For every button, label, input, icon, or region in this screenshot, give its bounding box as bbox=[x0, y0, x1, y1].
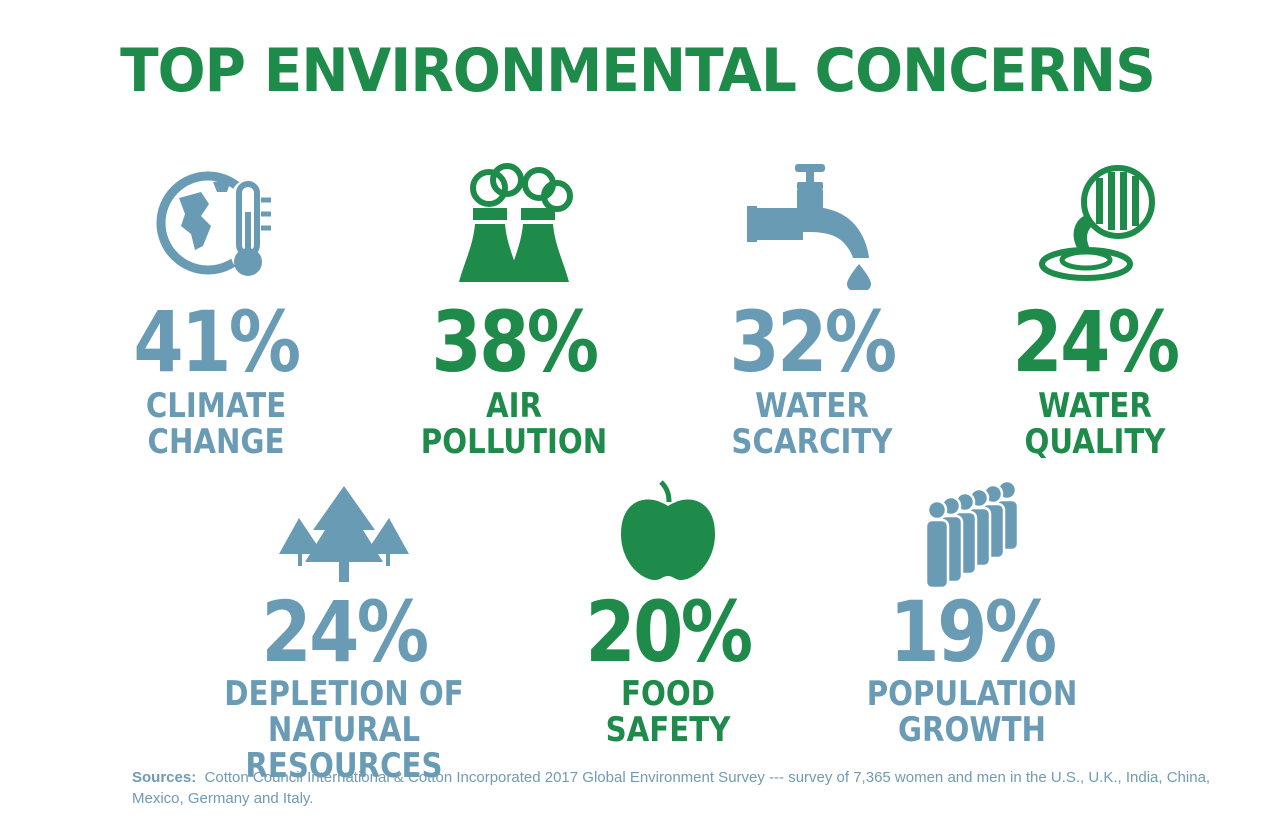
stat-label: CLIMATE CHANGE bbox=[145, 386, 287, 462]
stat-food-safety: 20% FOOD SAFETY bbox=[488, 478, 848, 748]
stat-label: POPULATION GROWTH bbox=[866, 674, 1078, 750]
sources-note: Sources: Cotton Council International & … bbox=[132, 767, 1232, 809]
stat-population-growth: 19% POPULATION GROWTH bbox=[792, 478, 1152, 748]
stat-label: DEPLETION OF NATURAL RESOURCES bbox=[224, 674, 464, 786]
stat-percent: 41% bbox=[133, 293, 301, 391]
page-title: TOP ENVIRONMENTAL CONCERNS bbox=[120, 36, 1156, 106]
trees-icon bbox=[279, 478, 409, 608]
stat-percent: 24% bbox=[261, 583, 429, 681]
faucet-drop-icon bbox=[747, 160, 877, 290]
stat-percent: 24% bbox=[1012, 293, 1180, 391]
stat-climate-change: 41% CLIMATE CHANGE bbox=[36, 160, 396, 460]
stat-label: WATER SCARCITY bbox=[731, 386, 893, 462]
stat-water-quality: 24% WATER QUALITY bbox=[915, 160, 1275, 460]
stat-air-pollution: 38% AIR POLLUTION bbox=[334, 160, 694, 460]
globe-thermometer-icon bbox=[151, 160, 281, 290]
stat-label: FOOD SAFETY bbox=[605, 674, 731, 750]
stat-label: AIR POLLUTION bbox=[420, 386, 608, 462]
stat-percent: 32% bbox=[729, 293, 897, 391]
stat-water-scarcity: 32% WATER SCARCITY bbox=[632, 160, 992, 460]
crowd-icon bbox=[907, 478, 1037, 608]
sources-text: Cotton Council International & Cotton In… bbox=[132, 769, 1211, 807]
sources-label: Sources: bbox=[132, 769, 197, 786]
stat-percent: 38% bbox=[431, 293, 599, 391]
apple-icon bbox=[603, 478, 733, 608]
drain-pipe-icon bbox=[1030, 160, 1160, 290]
factory-smoke-icon bbox=[449, 160, 579, 290]
stat-percent: 19% bbox=[889, 583, 1057, 681]
stat-label: WATER QUALITY bbox=[1024, 386, 1166, 462]
stat-percent: 20% bbox=[585, 583, 753, 681]
stat-depletion-natural-resources: 24% DEPLETION OF NATURAL RESOURCES bbox=[164, 478, 524, 784]
